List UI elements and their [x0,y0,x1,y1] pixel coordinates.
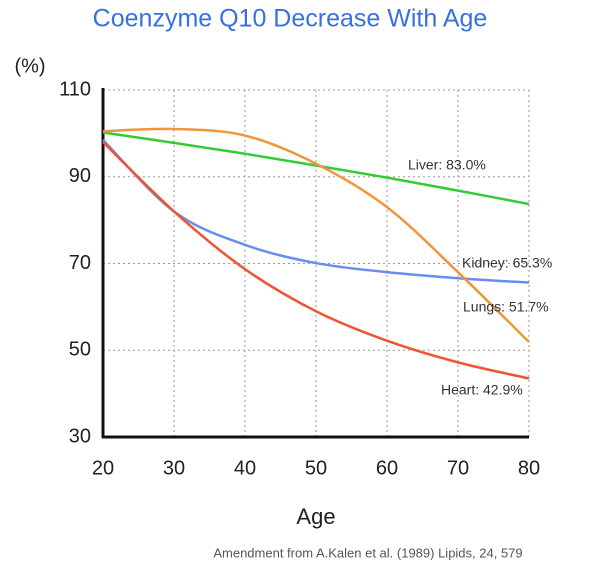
series-label: Kidney: 65.3% [462,255,552,271]
chart-title: Coenzyme Q10 Decrease With Age [93,5,488,33]
line-series [102,141,530,380]
series-label: Lungs: 51.7% [463,299,549,315]
x-tick-label: 70 [447,457,469,479]
source-note: Amendment from A.Kalen et al. (1989) Lip… [213,545,522,560]
line-series [102,127,530,343]
x-tick-label: 40 [234,457,256,479]
y-tick-label: 50 [69,339,91,361]
y-axis-label: (%) [14,55,45,77]
x-tick-label: 20 [92,457,114,479]
series-label: Liver: 83.0% [408,157,486,173]
y-tick-label: 90 [69,165,91,187]
y-tick-label: 110 [59,78,91,100]
x-tick-label: 60 [376,457,398,479]
y-tick-label: 70 [69,252,91,274]
x-tick-label: 80 [518,457,540,479]
line-series [102,131,530,206]
x-tick-label: 30 [163,457,185,479]
series-label: Heart: 42.9% [441,382,523,398]
y-tick-label: 30 [69,425,91,447]
x-tick-label: 50 [305,457,327,479]
x-axis-label: Age [296,504,335,529]
